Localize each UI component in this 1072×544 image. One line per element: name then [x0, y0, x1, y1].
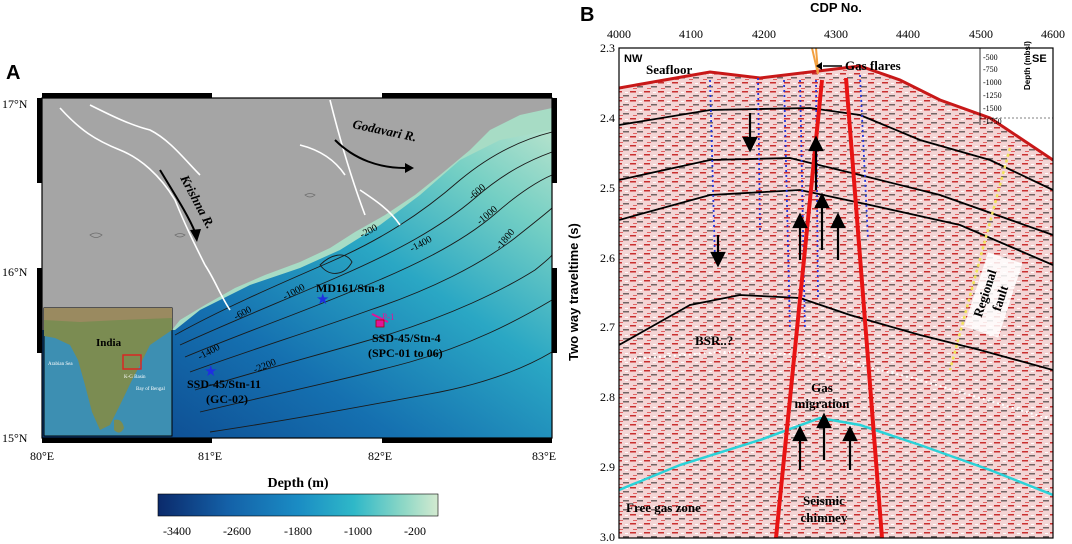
seismic-section: [619, 66, 1053, 538]
inset-india-label: India: [96, 337, 122, 349]
bsr-label: BSR..?: [695, 333, 733, 348]
x-tick-4600: 4600: [1041, 27, 1065, 41]
colorbar-tick-1000: -1000: [344, 524, 372, 538]
seafloor-reflector: [619, 64, 1053, 162]
gas-flares-pointer-head: [816, 62, 822, 70]
depth-scale-title: Depth (mbsl): [1023, 41, 1032, 90]
y-tick-2-7: 2.7: [600, 320, 615, 334]
seafloor-label: Seafloor: [646, 62, 692, 77]
bsr-line: [619, 350, 1053, 421]
horizons: [619, 107, 1053, 371]
station-ssd45-4-label-1: SSD-45/Stn-4: [372, 331, 441, 345]
depth-tick-750: -750: [983, 65, 998, 74]
panel-a-map: 17°N 16°N 15°N 80°E 81°E 82°E 83°E Godav…: [2, 93, 557, 538]
rivers: [59, 99, 401, 311]
frame-checker: [37, 93, 557, 443]
x-tick-4300: 4300: [824, 27, 848, 41]
panel-b-letter: B: [580, 4, 595, 26]
krishna-arrowhead: [190, 229, 201, 242]
free-gas-zone-label: Free gas zone: [626, 500, 701, 515]
depth-tick-1250: -1250: [983, 91, 1002, 100]
station-ssd45-4-label-2: (SPC-01 to 06): [368, 346, 443, 360]
y-tick-2-5: 2.5: [600, 181, 615, 195]
land-area: [42, 98, 552, 330]
station-md161-label: MD161/Stn-8: [316, 281, 385, 295]
depth-scale: -500 -750 -1000 -1250 -1500 -1750 Depth …: [979, 41, 1053, 126]
contour-lines: [174, 131, 552, 433]
y-tick-3-0: 3.0: [600, 530, 615, 544]
lon-tick-83: 83°E: [532, 449, 556, 463]
lat-tick-16: 16°N: [2, 265, 28, 279]
depth-tick-500: -500: [983, 53, 998, 62]
colorbar-tick-2600: -2600: [223, 524, 251, 538]
depth-tick-1500: -1500: [983, 104, 1002, 113]
y-axis-title: Two way traveltime (s): [566, 223, 581, 361]
se-label: SE: [1032, 53, 1047, 65]
x-tick-4100: 4100: [679, 27, 703, 41]
lat-tick-15: 15°N: [2, 431, 28, 445]
station-star-ssd45-11: ★: [204, 363, 217, 380]
section-frame: [618, 47, 1054, 539]
gas-migration-label-1: Gas: [811, 380, 833, 395]
depth-tick-1750: -1750: [983, 117, 1002, 126]
free-gas-boundary: [619, 416, 1053, 497]
godavari-arrowhead: [405, 163, 414, 173]
seismic-chimney-lines: [774, 77, 884, 538]
inset-bay-of-bengal-label: Bay of Bengal: [136, 387, 165, 392]
inset-map: India Arabian Sea K-G Basin Bay of Benga…: [43, 307, 173, 437]
colorbar-tick-1800: -1800: [284, 524, 312, 538]
colorbar-tick-3400: -3400: [163, 524, 191, 538]
y-tick-2-3: 2.3: [600, 41, 615, 55]
depth-tick-1000: -1000: [983, 78, 1002, 87]
godavari-arrow: [334, 139, 406, 169]
regional-fault-line: [948, 147, 1012, 371]
x-tick-4200: 4200: [752, 27, 776, 41]
profile-p1-label: P-1: [382, 312, 395, 322]
y-tick-2-4: 2.4: [600, 111, 615, 125]
inset-arabian-sea-label: Arabian Sea: [48, 362, 73, 367]
lon-tick-82: 82°E: [368, 449, 392, 463]
gas-flare: [811, 48, 819, 75]
gas-migration-label-2: migration: [795, 396, 851, 411]
colorbar: [157, 493, 439, 517]
colorbar-title: Depth (m): [267, 476, 328, 491]
y-tick-2-6: 2.6: [600, 251, 615, 265]
y-tick-2-8: 2.8: [600, 390, 615, 404]
panel-b-seismic: CDP No. Two way traveltime (s) 4000 4100…: [566, 0, 1065, 544]
station-ssd45-4-marker: [375, 319, 385, 328]
gas-flares-label: Gas flares: [845, 58, 901, 73]
station-ssd45-11-label-2: (GC-02): [206, 392, 248, 406]
panel-a-letter: A: [6, 62, 21, 84]
migration-arrows: [710, 113, 858, 470]
y-tick-2-9: 2.9: [600, 460, 615, 474]
nw-label: NW: [624, 53, 643, 65]
seismic-chimney-label-1: Seismic: [803, 493, 845, 508]
lakes: [89, 193, 316, 238]
seismic-chimney-label-2: chimney: [801, 510, 848, 525]
lon-tick-81: 81°E: [198, 449, 222, 463]
station-ssd45-11-label-1: SSD-45/Stn-11: [187, 377, 261, 391]
krishna-arrow: [159, 169, 196, 233]
x-tick-4000: 4000: [607, 27, 631, 41]
inset-kg-basin-label: K-G Basin: [124, 375, 146, 380]
x-tick-4400: 4400: [896, 27, 920, 41]
x-axis-title: CDP No.: [810, 0, 862, 15]
lon-tick-80: 80°E: [30, 449, 54, 463]
colorbar-tick-200: -200: [404, 524, 426, 538]
profile-p1-line: [371, 313, 389, 323]
lat-tick-17: 17°N: [2, 97, 28, 111]
x-tick-4500: 4500: [969, 27, 993, 41]
station-star-md161: ★: [316, 291, 329, 308]
